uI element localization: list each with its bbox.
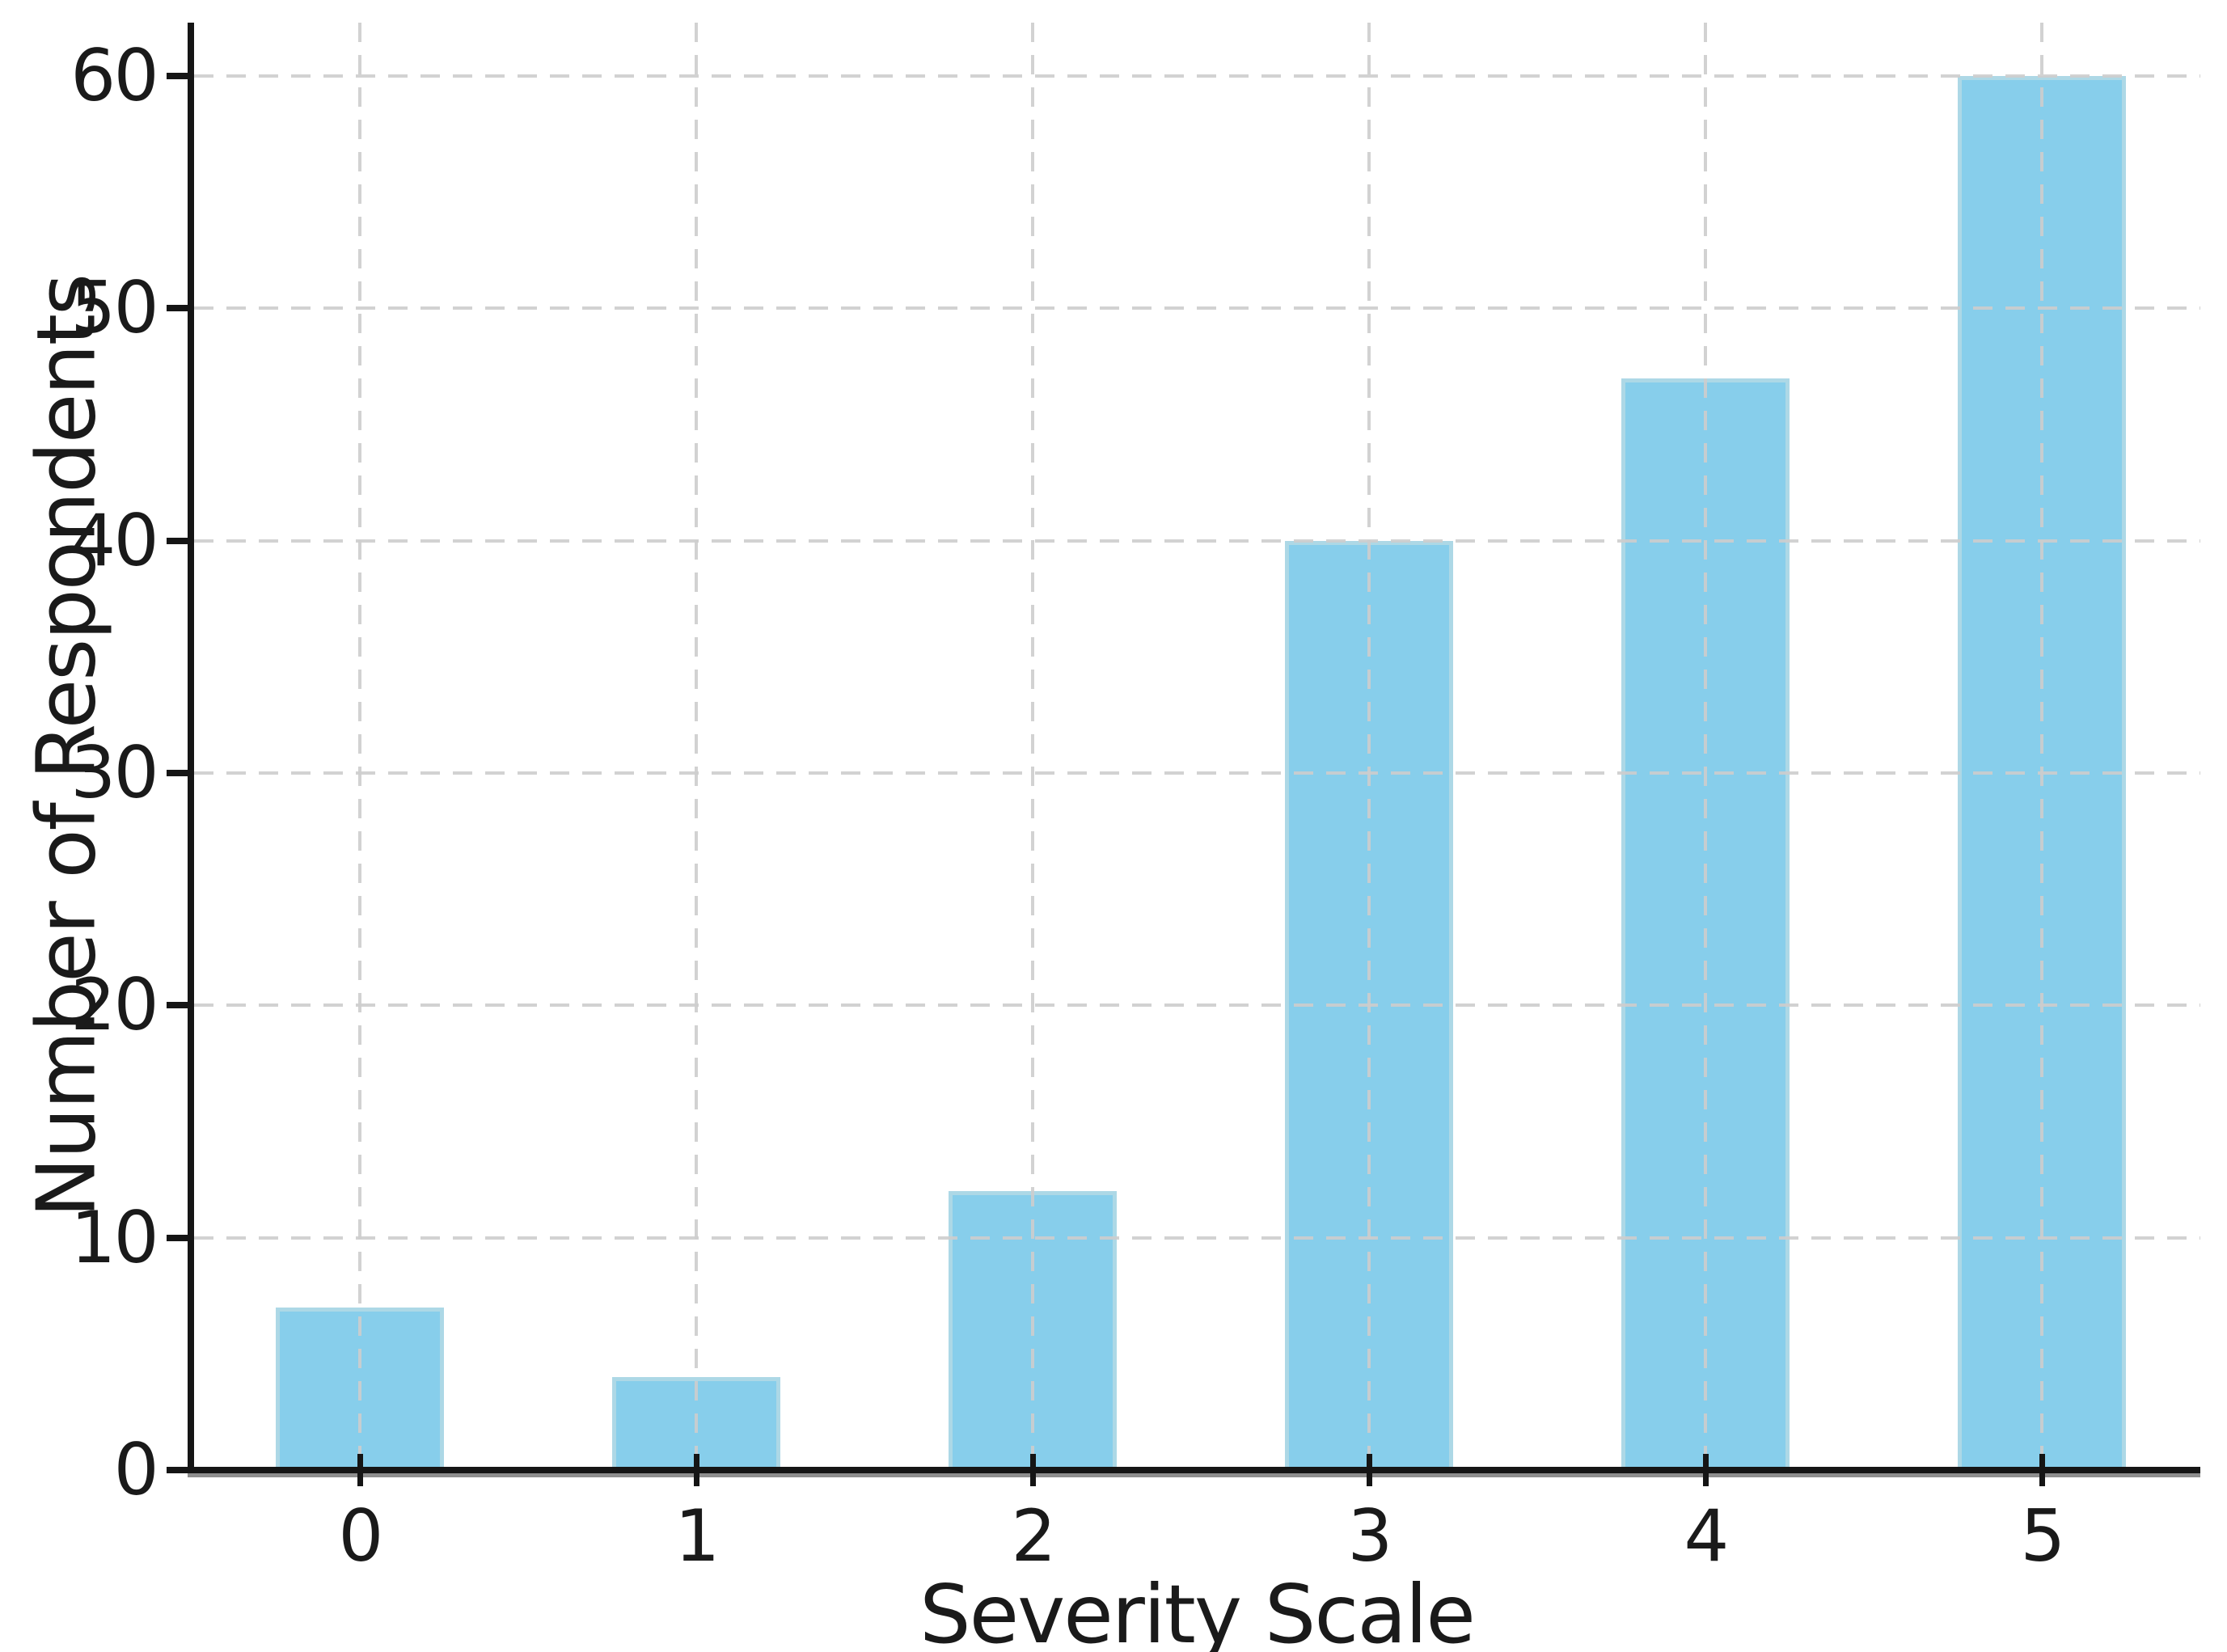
x-tick <box>1703 1454 1709 1486</box>
x-tick <box>694 1454 700 1486</box>
x-gridline <box>695 23 699 1470</box>
y-tick <box>167 73 194 80</box>
y-gridline <box>194 74 2200 78</box>
x-tick-label: 5 <box>2020 1494 2065 1578</box>
y-tick <box>167 1002 194 1009</box>
x-axis-label: Severity Scale <box>919 1567 1476 1652</box>
x-gridline <box>1031 23 1035 1470</box>
y-tick <box>167 1467 194 1473</box>
y-tick-label: 20 <box>70 963 158 1047</box>
y-gridline <box>194 1003 2200 1008</box>
y-tick-label: 0 <box>113 1428 159 1511</box>
y-gridline <box>194 771 2200 775</box>
x-tick-label: 3 <box>1347 1494 1392 1578</box>
x-tick <box>1030 1454 1037 1486</box>
plot-area <box>194 23 2200 1470</box>
y-tick-label: 30 <box>70 731 158 815</box>
x-gridline <box>2040 23 2044 1470</box>
y-gridline <box>194 1236 2200 1240</box>
x-gridline <box>1367 23 1371 1470</box>
y-tick-label: 10 <box>70 1195 158 1279</box>
x-tick-label: 2 <box>1011 1494 1056 1578</box>
x-tick-label: 1 <box>674 1494 720 1578</box>
x-tick <box>2039 1454 2046 1486</box>
x-tick-label: 0 <box>338 1494 383 1578</box>
y-tick-label: 40 <box>70 498 158 582</box>
y-axis-spine <box>188 23 194 1477</box>
y-tick <box>167 305 194 312</box>
y-tick <box>167 770 194 777</box>
y-tick <box>167 1234 194 1241</box>
x-tick <box>357 1454 364 1486</box>
y-gridline <box>194 539 2200 543</box>
x-gridline <box>358 23 362 1470</box>
x-axis-spine-shadow <box>188 1473 2200 1477</box>
x-tick-label: 4 <box>1684 1494 1729 1578</box>
y-tick-label: 50 <box>70 266 158 350</box>
y-gridline <box>194 306 2200 311</box>
x-tick <box>1367 1454 1373 1486</box>
y-tick <box>167 537 194 544</box>
x-gridline <box>1704 23 1708 1470</box>
y-tick-label: 60 <box>70 34 158 118</box>
x-axis-spine <box>188 1467 2200 1473</box>
